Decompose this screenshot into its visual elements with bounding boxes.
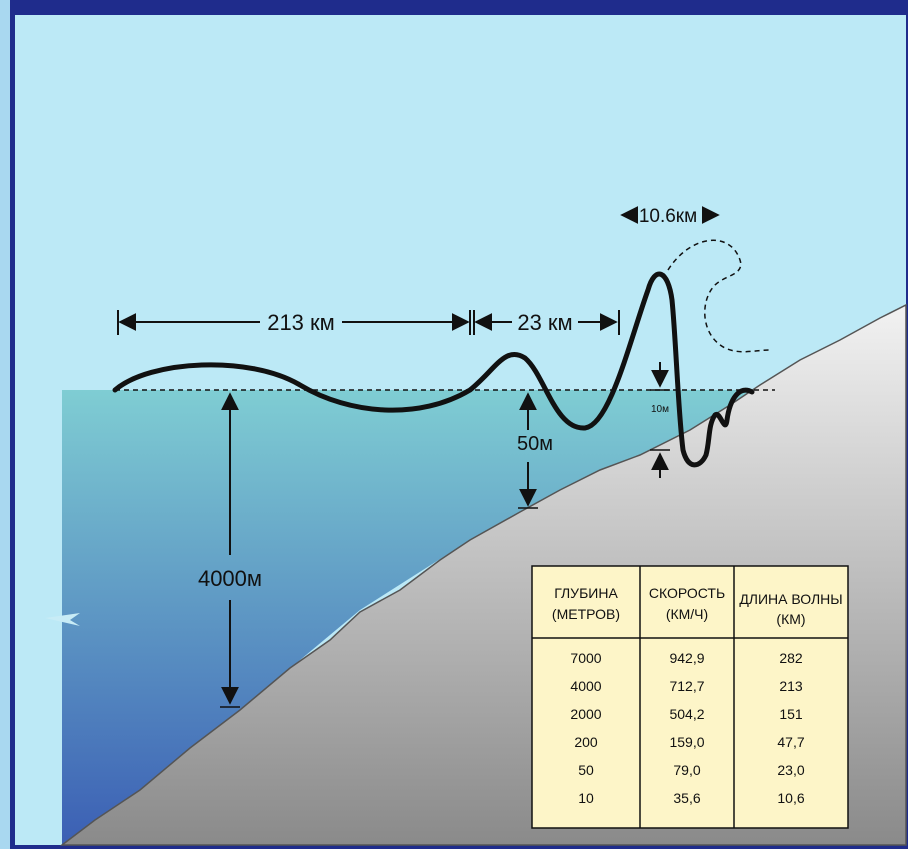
table-row: 4000 712,7 213 [570,678,802,694]
table-cell-speed: 712,7 [669,678,704,694]
header-wavelength-line2: (КМ) [776,611,805,627]
table-cell-wavelength: 282 [779,650,803,666]
table-row: 50 79,0 23,0 [578,762,805,778]
table-cell-depth: 50 [578,762,594,778]
table-cell-depth: 7000 [570,650,601,666]
table-cell-speed: 504,2 [669,706,704,722]
label-10-6-km: 10.6км [639,206,697,227]
label-10m: 10м [651,404,669,415]
header-depth-line2: (МЕТРОВ) [552,606,620,622]
label-4000m: 4000м [198,566,262,591]
table-cell-wavelength: 47,7 [777,734,804,750]
table-cell-wavelength: 213 [779,678,803,694]
breaking-wave-outline [667,239,771,353]
label-23-km: 23 км [517,310,572,335]
table-cell-depth: 4000 [570,678,601,694]
header-depth-line1: ГЛУБИНА [554,585,618,601]
tsunami-wave-profile [112,271,755,468]
table-cell-speed: 159,0 [669,734,704,750]
header-speed-line1: СКОРОСТЬ [649,585,725,601]
label-50m: 50м [517,433,553,455]
table-cell-wavelength: 23,0 [777,762,804,778]
label-213-km: 213 км [267,310,335,335]
table-cell-speed: 35,6 [673,790,700,806]
ocean-water [62,390,755,845]
table-background [531,565,849,829]
depth-speed-table: ГЛУБИНА (МЕТРОВ) СКОРОСТЬ (КМ/Ч) ДЛИНА В… [531,565,849,829]
table-cell-depth: 10 [578,790,594,806]
table-row: 10 35,6 10,6 [578,790,805,806]
left-pointer [45,613,80,626]
left-accent-bar [0,0,10,849]
table-cell-speed: 79,0 [673,762,700,778]
table-row: 7000 942,9 282 [570,650,802,666]
table-cell-wavelength: 10,6 [777,790,804,806]
header-speed-line2: (КМ/Ч) [666,606,708,622]
table-row: 2000 504,2 151 [570,706,802,722]
table-cell-wavelength: 151 [779,706,803,722]
table-cell-depth: 200 [574,734,598,750]
header-wavelength-line1: ДЛИНА ВОЛНЫ [739,591,842,607]
table-cell-speed: 942,9 [669,650,704,666]
table-cell-depth: 2000 [570,706,601,722]
table-row: 200 159,0 47,7 [574,734,805,750]
